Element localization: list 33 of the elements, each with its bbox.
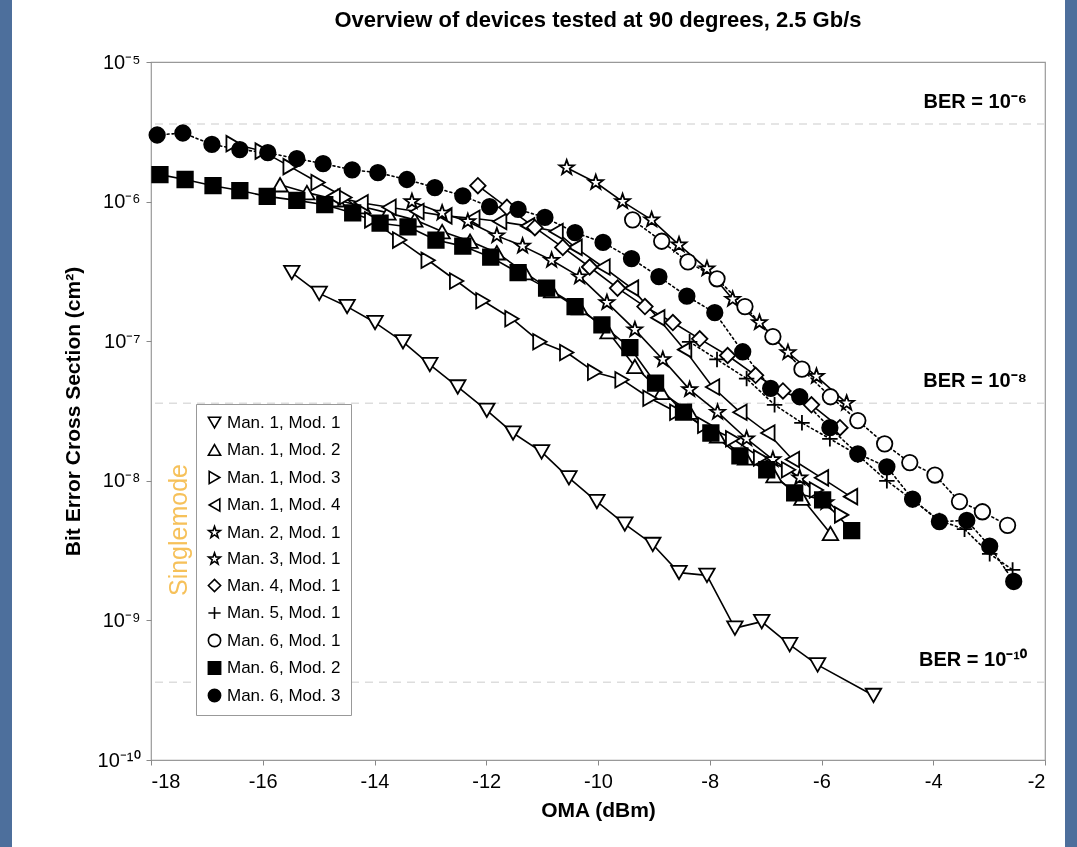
x-tick-label: -2	[1027, 769, 1046, 792]
x-axis-title: OMA (dBm)	[541, 797, 656, 821]
y-axis-title: Bit Error Cross Section (cm²)	[60, 266, 84, 557]
y-tick-label: 10⁻⁸	[102, 469, 141, 492]
legend-label: Man. 1, Mod. 4	[227, 495, 341, 514]
x-tick-label: -4	[924, 769, 943, 792]
legend-label: Man. 4, Mod. 1	[227, 575, 341, 595]
legend-label: Man. 1, Mod. 2	[227, 440, 341, 459]
annotation: BER = 10⁻¹⁰	[919, 648, 1027, 671]
y-tick-label: 10⁻⁹	[102, 608, 141, 631]
legend-label: Man. 6, Mod. 3	[227, 685, 341, 705]
legend-label: Man. 2, Mod. 1	[227, 522, 341, 542]
x-tick-label: -6	[813, 769, 831, 792]
x-tick-label: -16	[248, 769, 278, 792]
legend-label: Man. 1, Mod. 1	[227, 412, 341, 432]
annotation: BER = 10⁻⁶	[923, 89, 1027, 112]
x-tick-label: -18	[151, 769, 181, 792]
y-tick-label: 10⁻⁷	[104, 329, 141, 352]
legend-label: Man. 1, Mod. 3	[227, 467, 341, 487]
legend-label: Man. 6, Mod. 1	[227, 630, 341, 650]
legend-label: Man. 3, Mod. 1	[227, 549, 341, 568]
y-tick-label: 10⁻⁵	[102, 50, 141, 73]
x-tick-label: -10	[584, 769, 613, 792]
y-tick-label: 10⁻¹⁰	[97, 748, 141, 771]
legend-label: Man. 5, Mod. 1	[227, 603, 341, 622]
annotation: BER = 10⁻⁸	[923, 369, 1027, 392]
x-tick-label: -12	[472, 769, 502, 792]
y-tick-label: 10⁻⁶	[103, 190, 141, 213]
annotation: Singlemode	[164, 463, 192, 597]
chart-title: Overview of devices tested at 90 degrees, 2.5 Gb/s	[334, 7, 862, 32]
x-tick-label: -8	[701, 769, 720, 792]
x-tick-label: -14	[360, 769, 390, 792]
legend-label: Man. 6, Mod. 2	[227, 658, 341, 677]
